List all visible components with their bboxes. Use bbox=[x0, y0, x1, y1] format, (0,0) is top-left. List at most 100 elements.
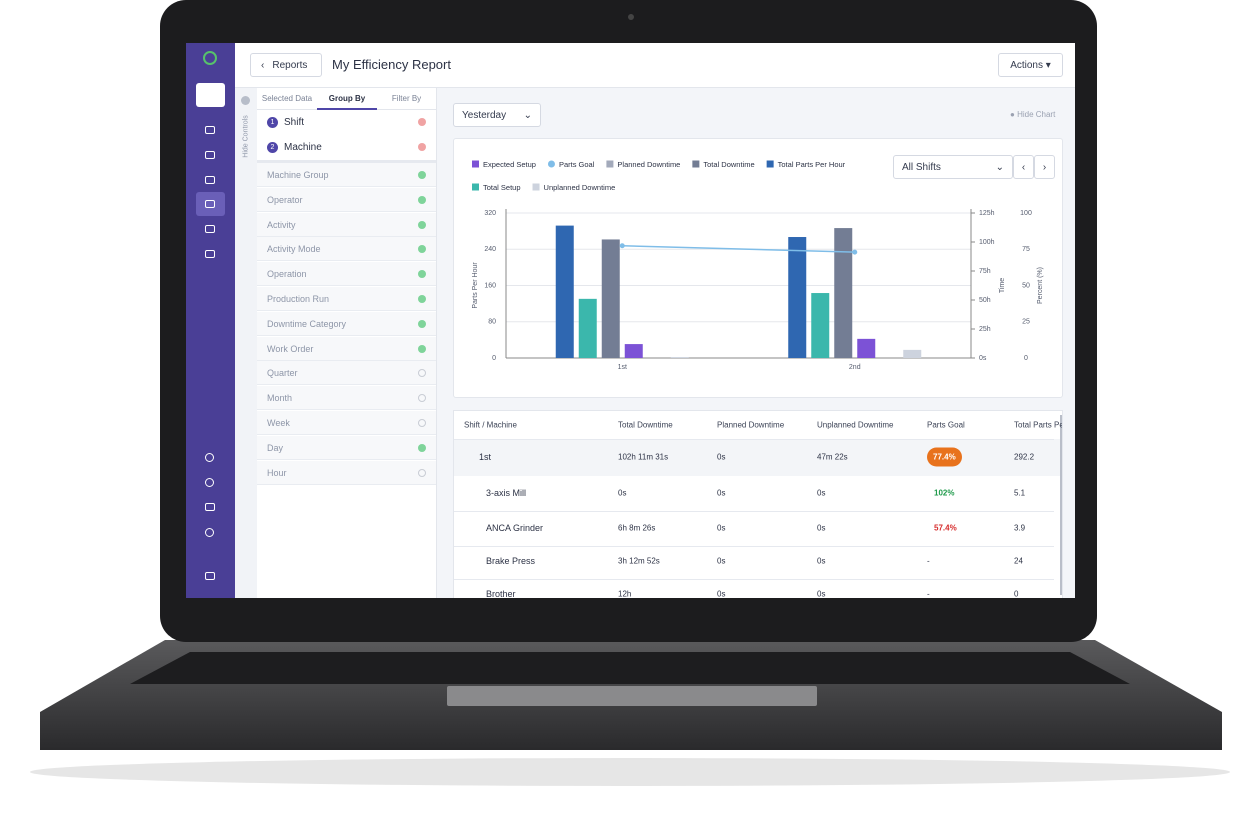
disabled-icon bbox=[418, 369, 426, 377]
item-label: Machine bbox=[284, 142, 322, 153]
option-label: Operation bbox=[267, 268, 307, 279]
trackpad bbox=[447, 686, 817, 706]
help-icon[interactable] bbox=[205, 478, 214, 487]
shift-select[interactable]: All Shifts ⌄ bbox=[893, 155, 1013, 179]
nav-icon[interactable] bbox=[205, 200, 215, 208]
nav-icon[interactable] bbox=[205, 126, 215, 134]
option[interactable]: Production Run bbox=[257, 287, 436, 311]
option[interactable]: Activity bbox=[257, 213, 436, 237]
add-icon bbox=[418, 270, 426, 278]
chart: 0 80 160 240 320 0s 25h 50h 75h 100h 125h 0 25 50 75 10… bbox=[472, 160, 1044, 371]
option[interactable]: Work Order bbox=[257, 337, 436, 361]
hide-chart[interactable]: ● Hide Chart bbox=[1010, 110, 1056, 119]
y3-axis-title: Percent (%) bbox=[1037, 267, 1044, 304]
hide-chart-label: Hide Chart bbox=[1017, 110, 1056, 119]
sidebar bbox=[186, 43, 235, 598]
y-tick-label: 160 bbox=[484, 282, 496, 289]
add-icon bbox=[418, 320, 426, 328]
nav-icon[interactable] bbox=[205, 225, 215, 233]
shadow bbox=[30, 758, 1230, 786]
option: Week bbox=[257, 411, 436, 435]
legend-swatch bbox=[766, 160, 774, 168]
actions-button[interactable]: Actions ▾ bbox=[998, 53, 1063, 77]
add-icon bbox=[418, 345, 426, 353]
nav-icon[interactable] bbox=[205, 151, 215, 159]
hide-controls[interactable]: Hide Controls bbox=[242, 115, 250, 158]
add-icon bbox=[418, 171, 426, 179]
y3-tick-label: 50 bbox=[1022, 282, 1030, 289]
back-button[interactable]: ‹ Reports bbox=[250, 53, 322, 77]
legend-swatch bbox=[472, 160, 479, 168]
cell: 0s bbox=[717, 589, 726, 599]
option[interactable]: Operation bbox=[257, 262, 436, 286]
option-label: Production Run bbox=[267, 293, 330, 304]
nav-toggle[interactable] bbox=[196, 83, 225, 107]
option[interactable]: Activity Mode bbox=[257, 237, 436, 261]
next-button[interactable]: › bbox=[1034, 155, 1055, 179]
column-header[interactable]: Total Downtime bbox=[618, 420, 673, 430]
column-header[interactable]: Unplanned Downtime bbox=[817, 420, 894, 430]
cell: 0s bbox=[817, 488, 826, 498]
bar bbox=[857, 338, 876, 358]
divider bbox=[257, 160, 436, 163]
cell: 0s bbox=[717, 488, 726, 498]
cell: - bbox=[927, 556, 930, 566]
bar bbox=[624, 344, 643, 358]
add-icon bbox=[418, 444, 426, 452]
remove-button[interactable] bbox=[418, 118, 426, 126]
goal-pill: 77.4% bbox=[927, 447, 962, 467]
period-select[interactable]: Yesterday ⌄ bbox=[453, 103, 541, 127]
logout-icon[interactable] bbox=[205, 572, 215, 580]
add-icon bbox=[418, 196, 426, 204]
x-tick-label: 2nd bbox=[849, 364, 861, 371]
nav-icon[interactable] bbox=[205, 176, 215, 184]
legend-swatch bbox=[606, 160, 614, 168]
selected-item: 1 Shift bbox=[257, 110, 436, 135]
group-name[interactable]: 1st bbox=[479, 452, 492, 462]
cell: 0s bbox=[717, 556, 726, 566]
row-line bbox=[454, 546, 1054, 547]
option[interactable]: Day bbox=[257, 436, 436, 460]
period-label: Yesterday bbox=[462, 109, 507, 121]
machine-name: ANCA Grinder bbox=[486, 523, 544, 533]
goal-point bbox=[852, 249, 858, 255]
cell: 6h 8m 26s bbox=[618, 523, 656, 533]
lock-icon[interactable] bbox=[205, 503, 215, 511]
legend-swatch bbox=[472, 183, 479, 191]
tab-active[interactable]: Group By bbox=[317, 88, 377, 110]
option[interactable]: Downtime Category bbox=[257, 312, 436, 336]
scrollbar[interactable] bbox=[1060, 415, 1062, 595]
bar bbox=[555, 225, 574, 358]
column-header[interactable]: Parts Goal bbox=[927, 420, 965, 430]
column-header[interactable]: Total Parts Per Hour bbox=[1014, 420, 1062, 430]
option[interactable]: Operator bbox=[257, 188, 436, 212]
collapse-button[interactable] bbox=[241, 96, 250, 105]
bar bbox=[670, 357, 689, 358]
cell: 24 bbox=[1014, 556, 1023, 566]
group-row bbox=[454, 439, 1062, 476]
bar bbox=[788, 237, 807, 358]
option-label: Operator bbox=[267, 194, 303, 205]
nav-icon[interactable] bbox=[205, 250, 215, 258]
option-label: Machine Group bbox=[267, 169, 329, 180]
tab[interactable]: Selected Data bbox=[257, 88, 317, 110]
machine-name: Brother bbox=[486, 589, 516, 598]
camera bbox=[628, 14, 634, 20]
settings-icon[interactable] bbox=[205, 528, 214, 537]
controls-strip bbox=[235, 88, 257, 598]
cell: 12h bbox=[618, 589, 632, 599]
tab[interactable]: Filter By bbox=[377, 88, 436, 110]
y-tick-label: 240 bbox=[484, 246, 496, 253]
cell: 0s bbox=[817, 589, 826, 599]
column-header[interactable]: Shift / Machine bbox=[464, 420, 517, 430]
option[interactable]: Machine Group bbox=[257, 163, 436, 187]
cell: 102h 11m 31s bbox=[618, 452, 669, 462]
column-header[interactable]: Planned Downtime bbox=[717, 420, 785, 430]
cell: 3h 12m 52s bbox=[618, 556, 660, 566]
search-icon[interactable] bbox=[205, 453, 214, 462]
prev-button[interactable]: ‹ bbox=[1013, 155, 1034, 179]
y2-tick-label: 25h bbox=[979, 326, 991, 333]
remove-button[interactable] bbox=[418, 143, 426, 151]
bar bbox=[601, 239, 620, 358]
cell: 5.1 bbox=[1014, 488, 1026, 498]
